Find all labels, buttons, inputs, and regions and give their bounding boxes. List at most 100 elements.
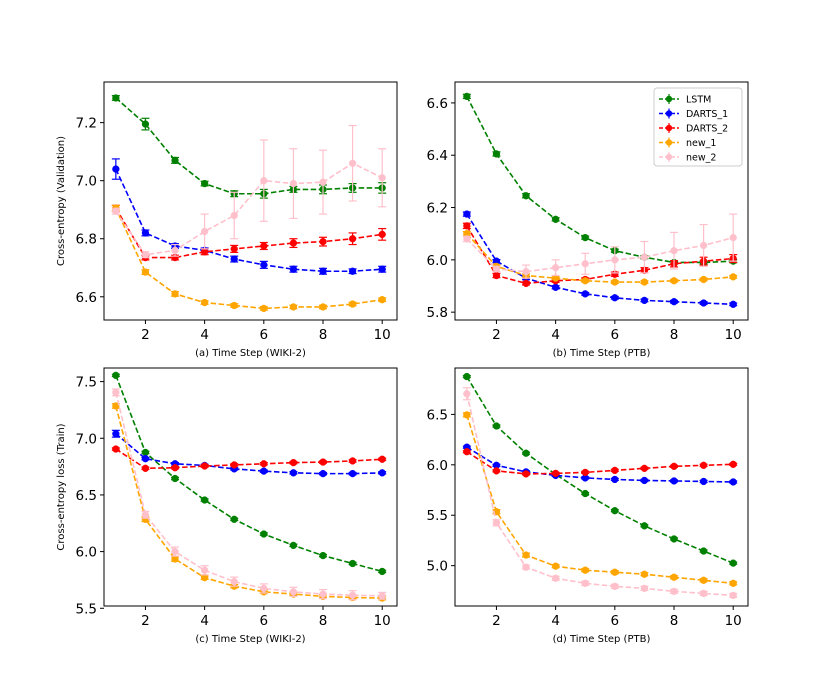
- data-point: [289, 265, 298, 273]
- data-point: [611, 507, 619, 515]
- data-point: [289, 469, 298, 477]
- x-tick-label: 2: [492, 327, 501, 343]
- data-point: [611, 294, 619, 302]
- data-point: [319, 590, 327, 598]
- series-line-lstm: [466, 376, 734, 564]
- legend-marker: [665, 95, 673, 103]
- series-line-new-2: [115, 392, 383, 597]
- data-point: [611, 582, 619, 590]
- data-point: [729, 300, 737, 308]
- data-point: [171, 290, 179, 298]
- series-line-darts-1: [115, 168, 383, 273]
- x-tick-label: 2: [492, 613, 501, 629]
- legend-marker: [665, 124, 673, 132]
- data-point: [348, 469, 357, 478]
- data-point: [348, 591, 357, 599]
- data-point: [581, 260, 589, 268]
- data-point: [171, 464, 179, 472]
- data-point: [522, 279, 530, 288]
- series-line-darts-1: [115, 433, 383, 475]
- x-tick-label: 4: [551, 327, 560, 343]
- data-point: [319, 267, 327, 275]
- y-tick-label: 6.5: [76, 488, 97, 504]
- data-point: [348, 300, 357, 308]
- legend-label: DARTS_2: [686, 124, 728, 135]
- data-point: [348, 235, 357, 243]
- data-point: [319, 237, 327, 246]
- legend-frame: [653, 87, 743, 167]
- data-point: [699, 477, 708, 486]
- series-darts-2-b: [462, 222, 738, 288]
- x-axis-label: (c) Time Step (WIKI-2): [195, 634, 305, 645]
- data-point: [699, 299, 708, 307]
- data-point: [492, 271, 501, 280]
- legend-item-darts-1: DARTS_1: [659, 108, 728, 120]
- series-darts-1-c: [111, 429, 387, 478]
- series-darts-2-c: [111, 445, 387, 472]
- data-point: [640, 253, 649, 261]
- series-line-darts-2: [466, 225, 734, 285]
- data-point: [319, 551, 327, 560]
- data-point: [141, 511, 150, 519]
- data-point: [640, 296, 649, 305]
- y-tick-label: 5.5: [76, 601, 97, 617]
- series-line-darts-2: [115, 207, 383, 259]
- x-tick-label: 4: [551, 613, 560, 629]
- data-point: [640, 476, 649, 485]
- chart-panel-c: 2 4 6 8 10 5.5 6.0 6.5 7.0 7.5 (c) Time Step (WIKI…: [56, 367, 398, 645]
- axes-frame: [103, 81, 398, 321]
- x-axis-label: (b) Time Step (PTB): [553, 348, 651, 359]
- y-tick-label: 5.8: [427, 305, 448, 321]
- data-point: [200, 227, 209, 236]
- x-tick-label: 8: [319, 613, 328, 629]
- y-tick-label: 7.5: [76, 375, 97, 391]
- series-new-2-d: [462, 387, 738, 600]
- data-point: [729, 591, 737, 600]
- legend-label: DARTS_1: [686, 109, 728, 120]
- x-tick-label: 8: [670, 327, 679, 343]
- y-tick-label: 6.4: [427, 148, 448, 164]
- data-point: [200, 496, 209, 504]
- data-point: [551, 283, 560, 291]
- data-point: [640, 584, 649, 593]
- data-point: [200, 179, 209, 188]
- data-point: [319, 458, 327, 466]
- data-point: [141, 448, 150, 457]
- data-point: [378, 265, 386, 273]
- data-point: [230, 577, 238, 586]
- data-point: [289, 179, 298, 188]
- data-point: [611, 278, 619, 286]
- x-tick-label: 8: [670, 613, 679, 629]
- y-axis-label: Cross-entropy loss (Train): [56, 423, 67, 550]
- y-tick-label: 7.0: [76, 174, 97, 190]
- data-point: [729, 233, 737, 242]
- data-point: [112, 430, 120, 438]
- data-point: [699, 461, 708, 469]
- data-point: [141, 251, 150, 259]
- chart-panel-b: 2 4 6 8 10 5.8 6.0 6.2 6.4 6.6 (b) Time Step (PTB)…: [427, 81, 749, 359]
- data-point: [729, 460, 737, 468]
- x-tick-label: 4: [200, 613, 209, 629]
- series-line-new-2: [466, 393, 734, 597]
- x-tick-label: 4: [200, 327, 209, 343]
- data-point: [551, 469, 560, 478]
- data-point: [289, 303, 298, 311]
- data-point: [611, 568, 619, 576]
- data-point: [463, 222, 471, 230]
- data-point: [522, 563, 530, 571]
- data-point: [463, 411, 471, 419]
- data-point: [230, 211, 238, 220]
- y-tick-label: 5.5: [427, 508, 448, 524]
- data-point: [492, 467, 501, 475]
- legend-label: new_1: [686, 138, 716, 149]
- axes-frame: [103, 367, 398, 607]
- data-point: [319, 178, 327, 186]
- y-tick-label: 6.0: [76, 545, 97, 561]
- data-point: [112, 207, 120, 215]
- data-point: [581, 489, 589, 498]
- data-point: [112, 371, 120, 380]
- series-new-1-d: [462, 411, 738, 587]
- y-axis-label: Cross-entropy (Validation): [56, 136, 67, 266]
- legend-item-new-2: new_2: [659, 152, 716, 164]
- data-point: [492, 519, 501, 527]
